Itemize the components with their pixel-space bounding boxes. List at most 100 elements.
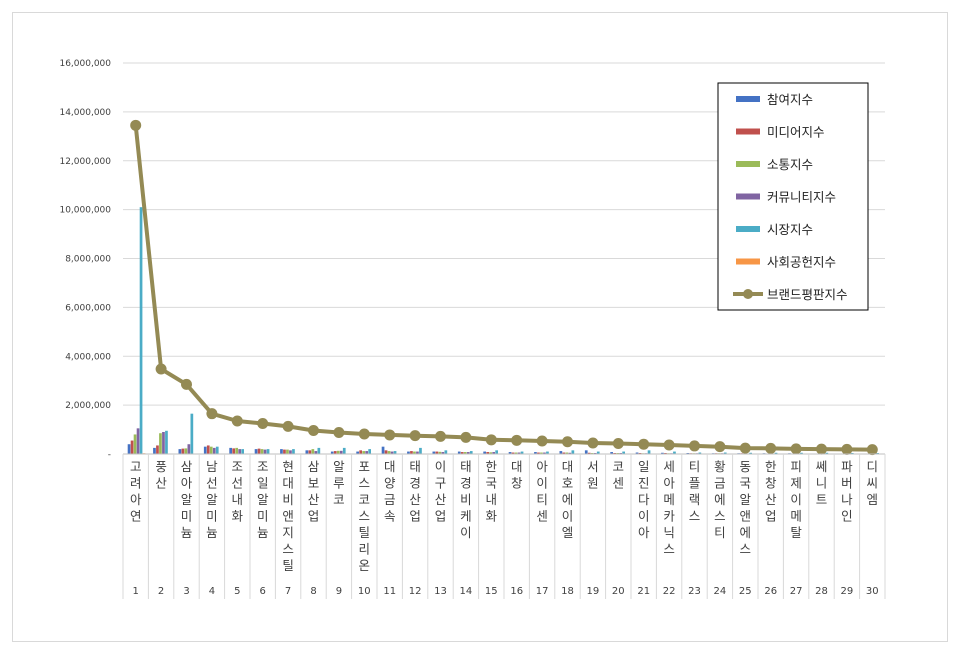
bar-참여지수-15 <box>483 451 486 454</box>
bar-시장지수-11 <box>393 451 397 454</box>
bar-시장지수-13 <box>444 450 448 454</box>
legend-label-1: 참여지수 <box>767 92 813 107</box>
bar-커뮤니티지수-5 <box>238 449 241 454</box>
y-tick-label: 16,000,000 <box>59 59 111 69</box>
legend-swatch-2 <box>736 128 760 135</box>
bar-미디어지수-13 <box>435 451 439 454</box>
line-point-25 <box>739 442 751 454</box>
bar-소통지수-17 <box>540 452 543 454</box>
rank-label-1: 1 <box>133 586 139 597</box>
bar-시장지수-18 <box>571 450 575 454</box>
line-point-19 <box>587 437 599 449</box>
brand-reputation-chart: - 2,000,000 4,000,000 6,000,000 8,000,000 10,… <box>59 59 886 599</box>
rank-label-23: 23 <box>688 586 701 597</box>
rank-label-25: 25 <box>739 586 752 597</box>
y-tick-label: 10,000,000 <box>59 206 111 216</box>
bar-참여지수-17 <box>534 452 537 454</box>
bar-소통지수-3 <box>184 448 188 454</box>
bar-커뮤니티지수-13 <box>441 452 445 454</box>
bar-참여지수-5 <box>229 447 232 454</box>
bar-참여지수-22 <box>661 452 664 454</box>
line-point-5 <box>231 415 243 427</box>
y-tick-label: 8,000,000 <box>65 255 111 265</box>
rank-label-8: 8 <box>310 586 316 597</box>
bar-소통지수-8 <box>311 449 315 454</box>
bar-참여지수-13 <box>432 451 436 454</box>
y-tick-label: 12,000,000 <box>59 157 111 167</box>
bar-소통지수-11 <box>387 451 391 454</box>
bar-참여지수-20 <box>610 452 613 454</box>
line-point-29 <box>841 443 853 455</box>
bar-시장지수-10 <box>368 449 371 454</box>
bar-미디어지수-11 <box>384 450 388 454</box>
line-point-2 <box>155 363 167 375</box>
bar-시장지수-28 <box>825 452 829 454</box>
bar-참여지수-3 <box>178 449 182 454</box>
rank-label-14: 14 <box>460 586 473 597</box>
bar-참여지수-6 <box>254 449 258 454</box>
line-point-20 <box>612 437 624 449</box>
bar-참여지수-14 <box>457 451 461 454</box>
rank-label-19: 19 <box>587 586 600 597</box>
legend-label-7: 브랜드평판지수 <box>767 287 848 302</box>
bar-소통지수-9 <box>336 450 340 454</box>
bar-미디어지수-17 <box>537 452 540 454</box>
rank-label-7: 7 <box>285 586 291 597</box>
bar-커뮤니티지수-7 <box>289 450 292 454</box>
line-point-24 <box>714 441 726 453</box>
line-point-6 <box>257 417 269 429</box>
rank-label-13: 13 <box>434 586 447 597</box>
bar-소통지수-7 <box>286 449 289 454</box>
y-axis: - 2,000,000 4,000,000 6,000,000 8,000,000 10,… <box>59 59 111 460</box>
bar-커뮤니티지수-16 <box>517 452 521 454</box>
bar-시장지수-24 <box>723 452 727 454</box>
line-point-23 <box>689 440 700 452</box>
rank-label-6: 6 <box>260 586 266 597</box>
legend-label-5: 시장지수 <box>767 222 813 237</box>
legend-swatch-6 <box>736 258 760 265</box>
bar-참여지수-18 <box>559 451 563 454</box>
bar-미디어지수-18 <box>562 452 566 454</box>
bar-소통지수-10 <box>362 451 365 454</box>
bar-시장지수-26 <box>774 452 778 454</box>
bar-시장지수-20 <box>622 451 625 454</box>
bar-시장지수-19 <box>596 451 600 454</box>
bar-커뮤니티지수-18 <box>568 452 572 454</box>
bar-시장지수-27 <box>800 452 803 454</box>
line-point-17 <box>536 435 548 447</box>
line-point-10 <box>358 428 370 440</box>
bar-참여지수-11 <box>381 446 385 454</box>
legend-label-2: 미디어지수 <box>767 125 825 140</box>
bar-시장지수-7 <box>292 449 295 454</box>
bar-커뮤니티지수-2 <box>162 432 165 454</box>
y-tick-label: - <box>108 450 111 460</box>
bar-참여지수-1 <box>127 444 131 454</box>
bar-시장지수-16 <box>520 451 524 454</box>
line-point-9 <box>333 426 345 438</box>
bar-소통지수-5 <box>235 447 238 454</box>
bar-시장지수-22 <box>673 451 676 454</box>
line-point-18 <box>562 436 573 448</box>
bar-참여지수-9 <box>330 451 334 454</box>
bar-소통지수-1 <box>133 434 137 454</box>
x-axis: 고 려 아 연 1 풍 산 2 삼 아 알 미 늄 3 남 선 알 미 늄 4 조 선 내 화 5 조 일 알 미 늄 6 현 대 비 앤 지 스 틸 7 삼… <box>122 453 886 599</box>
rank-label-17: 17 <box>536 586 549 597</box>
line-point-13 <box>435 430 446 442</box>
bar-시장지수-21 <box>647 450 651 454</box>
